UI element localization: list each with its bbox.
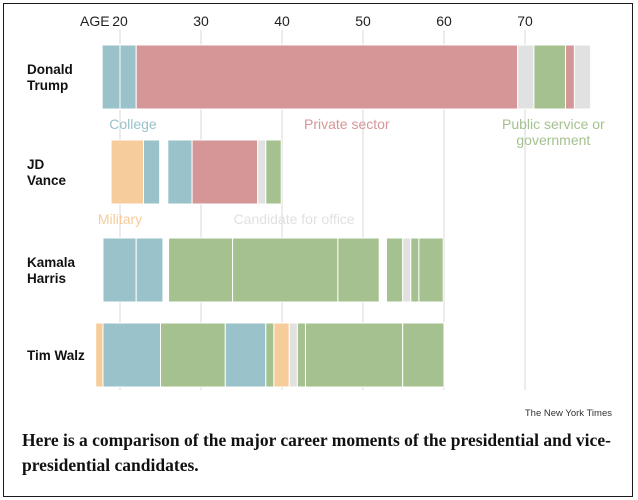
- segment-1-5-public: [265, 139, 282, 205]
- segment-3-9-public: [402, 322, 445, 388]
- segment-0-4-public: [533, 44, 566, 110]
- source-credit: The New York Times: [525, 408, 612, 419]
- segment-3-4-public: [265, 322, 275, 388]
- segment-1-2-college: [167, 139, 193, 205]
- segment-2-2-public: [168, 237, 234, 303]
- x-tick-label-40: 40: [274, 13, 290, 29]
- annotation-public-line-1: government: [516, 132, 590, 148]
- x-tick-label-60: 60: [436, 13, 452, 29]
- candidate-name-1-line-1: Vance: [27, 173, 67, 188]
- segment-1-4-candidate: [257, 139, 267, 205]
- segment-0-1-college: [119, 44, 137, 110]
- segment-3-3-college: [224, 322, 267, 388]
- x-tick-label-30: 30: [193, 13, 209, 29]
- segment-0-0-college: [101, 44, 121, 110]
- segment-3-6-candidate: [288, 322, 298, 388]
- annotation-military: Military: [98, 211, 142, 227]
- segment-1-3-private: [191, 139, 259, 205]
- segment-0-3-candidate: [517, 44, 535, 110]
- candidate-name-3-line-0: Tim Walz: [27, 348, 85, 363]
- segment-2-6-candidate: [402, 237, 412, 303]
- segment-0-2-private: [135, 44, 519, 110]
- figure-caption: Here is a comparison of the major career…: [22, 430, 611, 475]
- candidate-name-0-line-1: Trump: [27, 78, 68, 93]
- segment-3-7-public: [296, 322, 306, 388]
- x-tick-label-50: 50: [355, 13, 371, 29]
- candidate-name-2-line-0: Kamala: [27, 255, 76, 270]
- candidate-name-0-line-0: Donald: [27, 62, 73, 77]
- segment-2-0-college: [102, 237, 137, 303]
- segment-3-8-public: [304, 322, 404, 388]
- x-tick-label-70: 70: [517, 13, 533, 29]
- segment-1-0-military: [110, 139, 144, 205]
- segment-2-1-college: [135, 237, 164, 303]
- segment-3-2-public: [160, 322, 226, 388]
- segment-3-0-military: [95, 322, 104, 388]
- axis-label: AGE: [80, 13, 110, 29]
- segment-2-7-public: [410, 237, 420, 303]
- annotation-private: Private sector: [304, 116, 390, 132]
- annotation-candidate: Candidate for office: [234, 211, 355, 227]
- annotation-college: College: [109, 116, 157, 132]
- segment-0-6-candidate: [573, 44, 592, 110]
- segment-2-4-public: [337, 237, 380, 303]
- annotation-public-line-0: Public service or: [502, 116, 605, 132]
- segment-3-1-college: [102, 322, 161, 388]
- segment-2-3-public: [232, 237, 339, 303]
- figure-frame: [3, 3, 633, 497]
- segment-2-5-public: [385, 237, 404, 303]
- segment-3-5-military: [273, 322, 290, 388]
- segment-0-5-private: [565, 44, 575, 110]
- segment-2-8-public: [418, 237, 444, 303]
- candidate-name-1-line-0: JD: [27, 157, 45, 172]
- candidate-name-2-line-1: Harris: [27, 271, 66, 286]
- segment-1-1-college: [142, 139, 161, 205]
- x-tick-label-20: 20: [112, 13, 128, 29]
